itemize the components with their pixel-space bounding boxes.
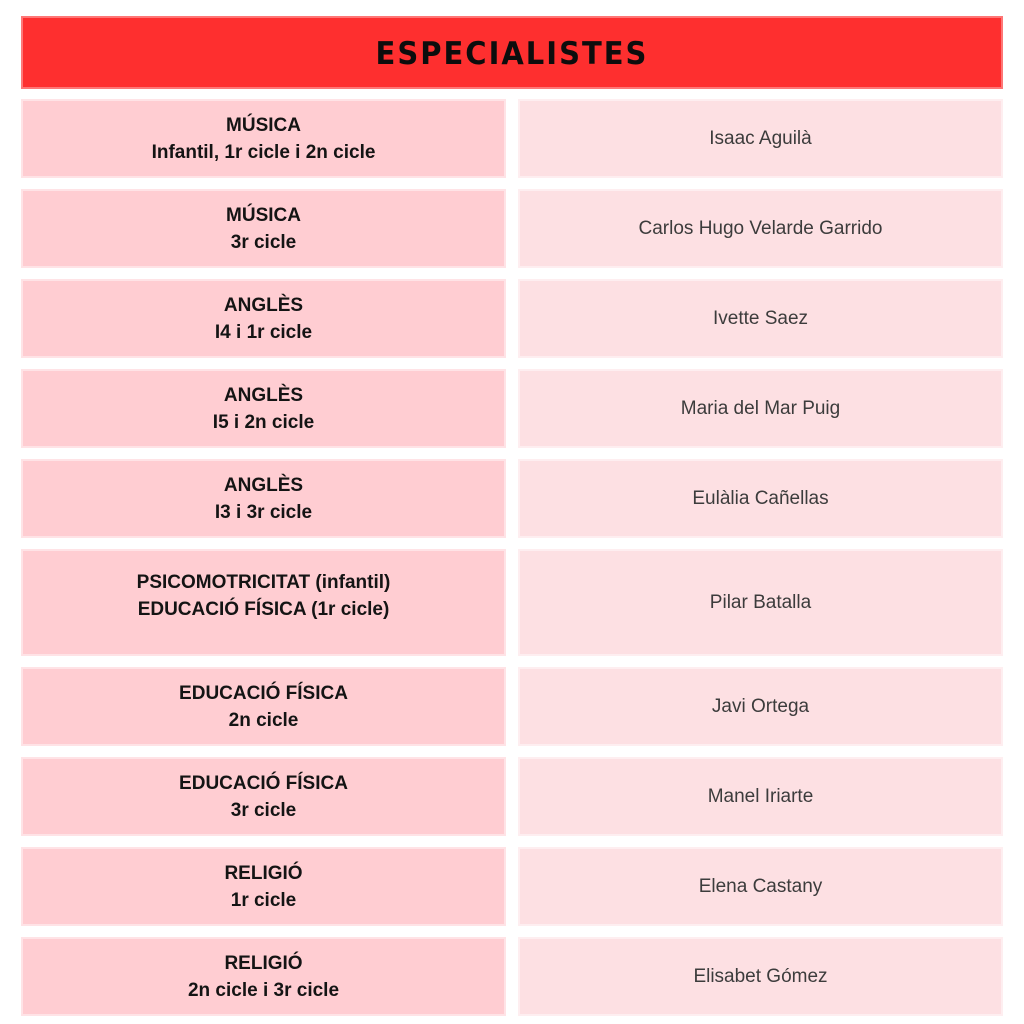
subject-cell: RELIGIÓ 1r cicle bbox=[21, 847, 506, 926]
teacher-name: Pilar Batalla bbox=[709, 591, 812, 613]
teacher-cell: Pilar Batalla bbox=[518, 549, 1003, 656]
teacher-cell: Maria del Mar Puig bbox=[518, 369, 1003, 448]
subject-cell: ANGLÈS I3 i 3r cicle bbox=[21, 459, 506, 538]
table-row: EDUCACIÓ FÍSICA 3r cicle Manel Iriarte bbox=[21, 757, 1003, 836]
teacher-name: Carlos Hugo Velarde Garrido bbox=[638, 217, 883, 239]
teacher-name: Javi Ortega bbox=[711, 695, 810, 717]
subject-detail: I5 i 2n cicle bbox=[212, 411, 315, 433]
subject-detail: 2n cicle bbox=[228, 709, 299, 731]
subject-cell: EDUCACIÓ FÍSICA 3r cicle bbox=[21, 757, 506, 836]
table-row: RELIGIÓ 2n cicle i 3r cicle Elisabet Góm… bbox=[21, 937, 1003, 1016]
subject-detail: 2n cicle i 3r cicle bbox=[187, 979, 340, 1001]
subject-title: ANGLÈS bbox=[223, 294, 304, 316]
teacher-cell: Eulàlia Cañellas bbox=[518, 459, 1003, 538]
subject-detail: Infantil, 1r cicle i 2n cicle bbox=[151, 141, 376, 163]
teacher-name: Manel Iriarte bbox=[707, 785, 814, 807]
table-row: ANGLÈS I5 i 2n cicle Maria del Mar Puig bbox=[21, 369, 1003, 448]
teacher-cell: Ivette Saez bbox=[518, 279, 1003, 358]
subject-cell: MÚSICA Infantil, 1r cicle i 2n cicle bbox=[21, 99, 506, 178]
table-row: ANGLÈS I3 i 3r cicle Eulàlia Cañellas bbox=[21, 459, 1003, 538]
table-row: EDUCACIÓ FÍSICA 2n cicle Javi Ortega bbox=[21, 667, 1003, 746]
subject-cell: RELIGIÓ 2n cicle i 3r cicle bbox=[21, 937, 506, 1016]
subject-title: MÚSICA bbox=[226, 204, 301, 226]
teacher-name: Maria del Mar Puig bbox=[680, 397, 841, 419]
teacher-cell: Manel Iriarte bbox=[518, 757, 1003, 836]
teacher-cell: Carlos Hugo Velarde Garrido bbox=[518, 189, 1003, 268]
subject-title: RELIGIÓ bbox=[224, 862, 303, 884]
subject-detail: EDUCACIÓ FÍSICA (1r cicle) bbox=[137, 599, 390, 620]
table-row: MÚSICA 3r cicle Carlos Hugo Velarde Garr… bbox=[21, 189, 1003, 268]
specialists-table: MÚSICA Infantil, 1r cicle i 2n cicle Isa… bbox=[21, 99, 1003, 1016]
subject-title: ANGLÈS bbox=[223, 384, 304, 406]
subject-cell: MÚSICA 3r cicle bbox=[21, 189, 506, 268]
teacher-cell: Elisabet Gómez bbox=[518, 937, 1003, 1016]
table-row: MÚSICA Infantil, 1r cicle i 2n cicle Isa… bbox=[21, 99, 1003, 178]
subject-title: EDUCACIÓ FÍSICA bbox=[179, 682, 348, 704]
subject-cell: EDUCACIÓ FÍSICA 2n cicle bbox=[21, 667, 506, 746]
subject-detail: 3r cicle bbox=[230, 231, 297, 253]
table-row: ANGLÈS I4 i 1r cicle Ivette Saez bbox=[21, 279, 1003, 358]
subject-title: PSICOMOTRICITAT (infantil) bbox=[136, 572, 391, 593]
teacher-name: Isaac Aguilà bbox=[709, 127, 812, 149]
teacher-cell: Elena Castany bbox=[518, 847, 1003, 926]
table-row: PSICOMOTRICITAT (infantil) EDUCACIÓ FÍSI… bbox=[21, 549, 1003, 656]
table-row: RELIGIÓ 1r cicle Elena Castany bbox=[21, 847, 1003, 926]
subject-title: EDUCACIÓ FÍSICA bbox=[179, 772, 348, 794]
teacher-name: Elisabet Gómez bbox=[693, 965, 828, 987]
subject-title: ANGLÈS bbox=[223, 474, 304, 496]
subject-detail: 3r cicle bbox=[230, 799, 297, 821]
teacher-name: Ivette Saez bbox=[712, 307, 809, 329]
title-banner: ESPECIALISTES bbox=[21, 16, 1003, 89]
teacher-cell: Isaac Aguilà bbox=[518, 99, 1003, 178]
subject-cell: ANGLÈS I5 i 2n cicle bbox=[21, 369, 506, 448]
subject-cell: ANGLÈS I4 i 1r cicle bbox=[21, 279, 506, 358]
teacher-cell: Javi Ortega bbox=[518, 667, 1003, 746]
subject-detail: I4 i 1r cicle bbox=[214, 321, 313, 343]
teacher-name: Eulàlia Cañellas bbox=[692, 487, 829, 509]
subject-cell: PSICOMOTRICITAT (infantil) EDUCACIÓ FÍSI… bbox=[21, 549, 506, 656]
subject-detail: I3 i 3r cicle bbox=[214, 501, 313, 523]
teacher-name: Elena Castany bbox=[698, 875, 823, 897]
page-title: ESPECIALISTES bbox=[375, 34, 649, 71]
subject-detail: 1r cicle bbox=[230, 889, 297, 911]
subject-title: MÚSICA bbox=[226, 114, 301, 136]
subject-title: RELIGIÓ bbox=[224, 952, 303, 974]
